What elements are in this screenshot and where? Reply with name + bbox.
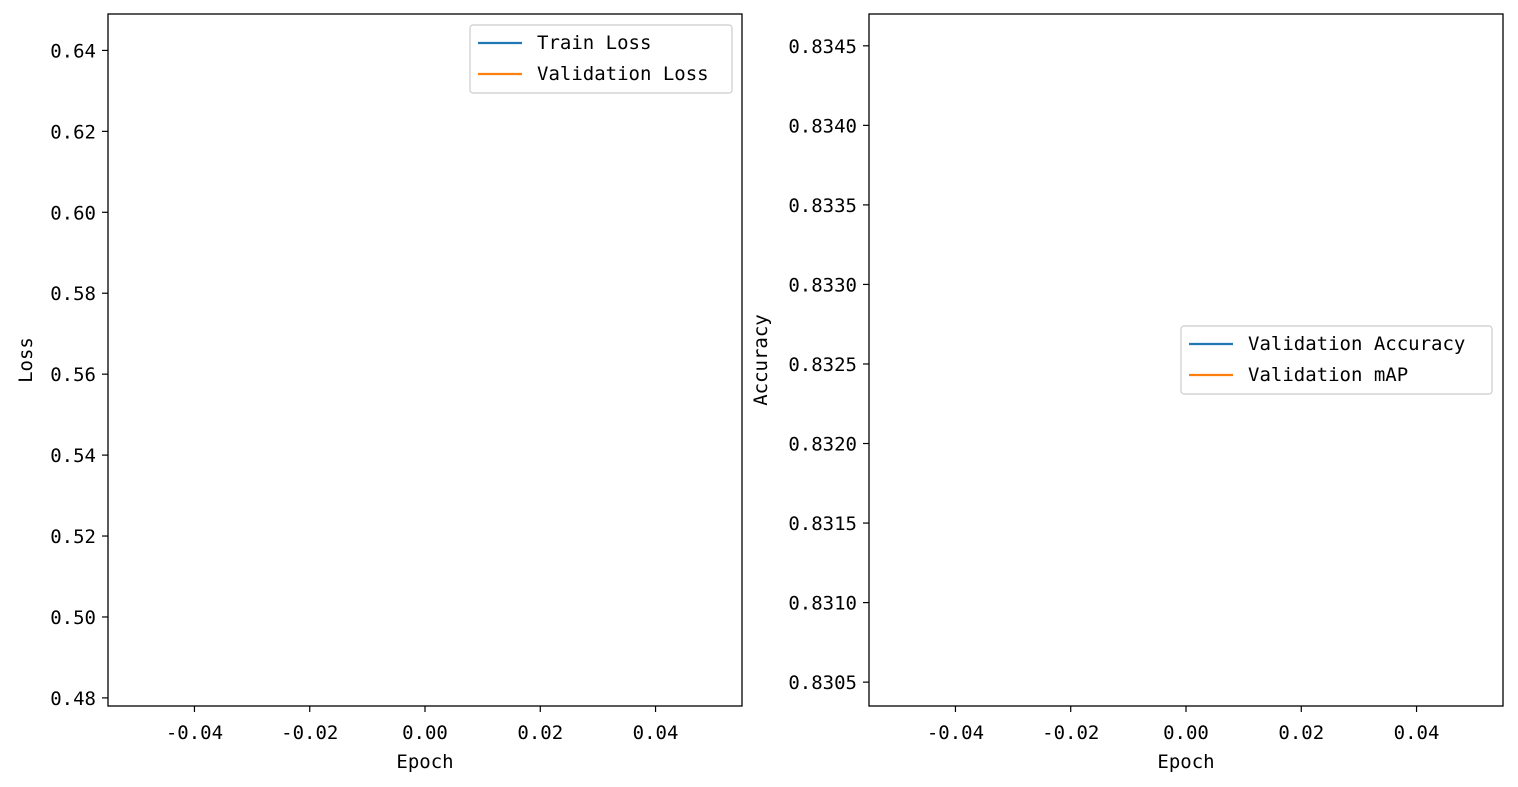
y-tick-label: 0.8310: [788, 593, 857, 615]
chart-panel-2: -0.04 -0.02 0.00 0.02 0.04 0.8305 0.8310 0.8315…: [750, 13, 1504, 773]
legend-label-1: Train Loss: [537, 32, 651, 54]
y-tick-label: 0.8335: [788, 195, 857, 217]
legend-box: [469, 24, 733, 94]
y-tick-label: 0.8320: [788, 434, 857, 456]
y-tick-label: 0.8325: [788, 354, 857, 376]
y-tick-label: 0.48: [50, 688, 96, 710]
x-axis-label: Epoch: [1157, 751, 1214, 773]
y-tick-label: 0.8345: [788, 36, 857, 58]
plot-frame: [107, 13, 743, 707]
legend-label-2: Validation Loss: [537, 63, 709, 85]
y-tick-label: 0.52: [50, 526, 96, 548]
y-tick-label: 0.54: [50, 445, 96, 467]
legend: Validation Accuracy Validation mAP: [1180, 325, 1493, 395]
y-tick-label: 0.8330: [788, 274, 857, 296]
legend-label-1: Validation Accuracy: [1248, 333, 1465, 355]
x-tick-label: -0.04: [166, 722, 223, 744]
y-tick-label: 0.8340: [788, 115, 857, 137]
y-tick-label: 0.58: [50, 283, 96, 305]
y-tick-label: 0.62: [50, 121, 96, 143]
y-tick-label: 0.8315: [788, 513, 857, 535]
y-axis-label: Accuracy: [750, 314, 772, 406]
y-tick-label: 0.60: [50, 202, 96, 224]
x-tick-label: 0.04: [1394, 722, 1440, 744]
legend-box: [1180, 325, 1493, 395]
legend-label-2: Validation mAP: [1248, 364, 1408, 386]
x-tick-label: 0.02: [1278, 722, 1324, 744]
x-tick-label: 0.04: [633, 722, 679, 744]
chart-panel-1: -0.04 -0.02 0.00 0.02 0.04 0.48 0.50 0.52 0.54 0.…: [15, 13, 743, 773]
legend: Train Loss Validation Loss: [469, 24, 733, 94]
y-tick-label: 0.64: [50, 40, 96, 62]
y-tick-label: 0.50: [50, 607, 96, 629]
x-tick-label: 0.00: [402, 722, 448, 744]
y-tick-label: 0.8305: [788, 672, 857, 694]
x-tick-label: -0.02: [1042, 722, 1099, 744]
x-tick-label: 0.02: [517, 722, 563, 744]
x-tick-label: -0.04: [927, 722, 984, 744]
x-tick-label: -0.02: [281, 722, 338, 744]
x-axis-label: Epoch: [396, 751, 453, 773]
x-tick-label: 0.00: [1163, 722, 1209, 744]
y-axis-label: Loss: [15, 337, 37, 383]
y-tick-label: 0.56: [50, 364, 96, 386]
